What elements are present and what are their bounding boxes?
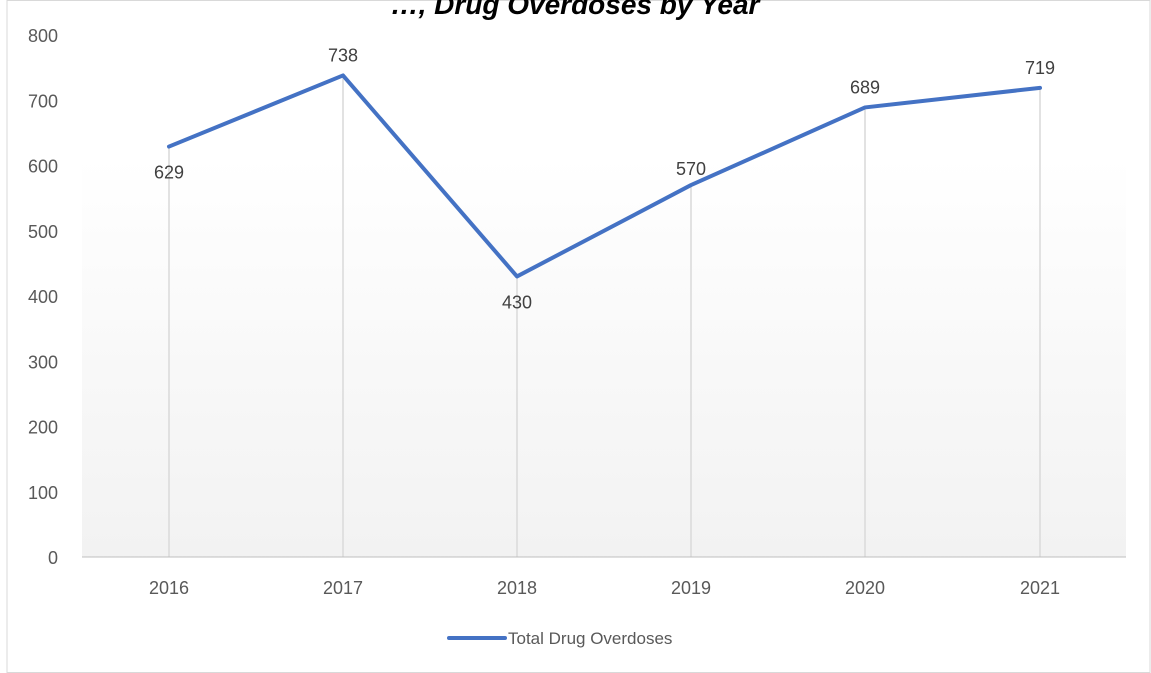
- chart-title: …, Drug Overdoses by Year: [391, 0, 762, 20]
- x-tick-label: 2020: [845, 578, 885, 598]
- y-tick-label: 100: [28, 483, 58, 503]
- y-tick-label: 500: [28, 222, 58, 242]
- plot-area-background: [82, 157, 1126, 557]
- y-tick-label: 800: [28, 26, 58, 46]
- y-tick-label: 300: [28, 352, 58, 372]
- y-tick-label: 700: [28, 91, 58, 111]
- data-label: 719: [1025, 58, 1055, 78]
- y-tick-label: 200: [28, 418, 58, 438]
- x-tick-label: 2016: [149, 578, 189, 598]
- x-tick-label: 2018: [497, 578, 537, 598]
- x-tick-label: 2017: [323, 578, 363, 598]
- x-axis-ticks: 2016 2017 2018 2019 2020 2021: [149, 578, 1060, 598]
- x-tick-label: 2021: [1020, 578, 1060, 598]
- y-axis-ticks: 0 100 200 300 400 500 600 700 800: [28, 26, 58, 568]
- data-label: 738: [328, 45, 358, 65]
- data-label: 689: [850, 77, 880, 97]
- series-group: [167, 73, 1042, 279]
- y-tick-label: 400: [28, 287, 58, 307]
- x-tick-label: 2019: [671, 578, 711, 598]
- data-label: 629: [154, 163, 184, 183]
- data-label: 430: [502, 292, 532, 312]
- data-labels: 629 738 430 570 689 719: [154, 45, 1055, 312]
- y-tick-label: 0: [48, 548, 58, 568]
- legend-label-total-drug-overdoses: Total Drug Overdoses: [508, 629, 672, 648]
- legend: Total Drug Overdoses: [447, 629, 672, 648]
- data-label: 570: [676, 159, 706, 179]
- series-line-total-drug-overdoses: [167, 73, 1042, 279]
- drop-lines: [168, 75, 1041, 557]
- y-tick-label: 600: [28, 157, 58, 177]
